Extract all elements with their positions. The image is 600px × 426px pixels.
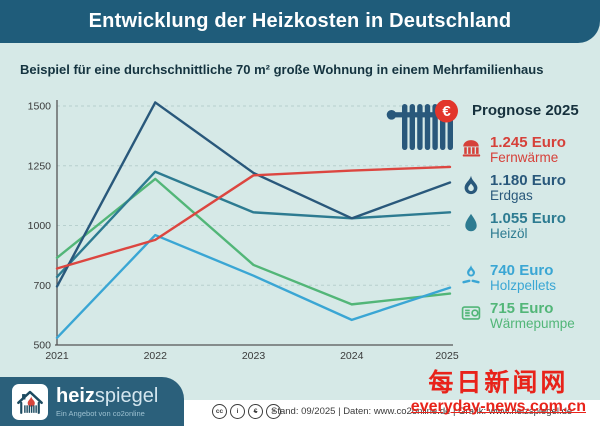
x-tick-label: 2023 <box>242 350 266 362</box>
euro-badge <box>435 100 458 123</box>
legend-item-waermepumpe: 715 Euro Wärmepumpe <box>460 301 600 331</box>
legend-item-fernwaerme: 1.245 Euro Fernwärme <box>460 135 600 165</box>
watermark: 每日新闻网 everyday-news.com.cn <box>411 370 586 416</box>
gas-flame-icon <box>460 174 482 196</box>
x-tick-label: 2022 <box>144 350 168 362</box>
cc-icon: cc <box>212 404 227 419</box>
cc-by-icon: i <box>230 404 245 419</box>
legend-value: 715 Euro <box>490 300 554 317</box>
series-line-waermepumpe <box>55 177 452 306</box>
legend-item-heizoel: 1.055 Euro Heizöl <box>460 211 600 241</box>
pellets-flame-icon <box>460 264 482 286</box>
house-heating-icon <box>17 390 43 414</box>
legend-label: Fernwärme <box>490 150 559 165</box>
watermark-url-text: everyday-news.com.cn <box>410 398 586 415</box>
heat-pump-icon <box>460 302 482 324</box>
legend-value: 740 Euro <box>490 262 554 279</box>
page-title: Entwicklung der Heizkosten in Deutschlan… <box>88 10 512 32</box>
heizspiegel-logo: heizspiegel Ein Angebot von co2online <box>0 377 184 426</box>
oil-drop-icon <box>460 212 482 234</box>
x-tick-label: 2025 <box>435 350 459 362</box>
logo-tagline: Ein Angebot von co2online <box>56 408 145 418</box>
cc-license-icons: cc i € = <box>212 404 281 419</box>
legend-label: Wärmepumpe <box>490 316 575 331</box>
logo-house-badge <box>12 383 48 420</box>
legend-item-holzpellets: 740 Euro Holzpellets <box>460 263 600 293</box>
legend-value: 1.055 Euro <box>490 210 566 227</box>
legend-label: Erdgas <box>490 188 533 203</box>
legend-items: 1.245 Euro Fernwärme 1.180 Euro Erdgas 1.055… <box>460 135 600 331</box>
logo-wordmark: heizspiegel <box>56 384 159 407</box>
source-line: Stand: 09/2025 | Daten: www.co2online.de… <box>271 406 573 417</box>
euro-symbol: € <box>442 103 451 120</box>
legend-title: Prognose 2025 <box>472 102 579 119</box>
legend-value: 1.180 Euro <box>490 172 566 189</box>
y-tick-label: 1000 <box>28 220 52 232</box>
x-tick-label: 2021 <box>45 350 69 362</box>
series-line-erdgas <box>55 101 452 288</box>
header-bar: Entwicklung der Heizkosten in Deutschlan… <box>0 0 600 43</box>
x-tick-label: 2024 <box>340 350 364 362</box>
series-line-fernwaerme <box>55 165 452 270</box>
district-heating-icon <box>460 136 482 158</box>
y-tick-label: 500 <box>33 340 51 352</box>
y-tick-label: 1250 <box>28 160 52 172</box>
watermark-cjk-text: 每日新闻网 <box>428 369 569 397</box>
legend-label: Holzpellets <box>490 278 557 293</box>
legend-panel: Prognose 2025 1.245 Euro Fernwärme 1.180 E… <box>460 94 600 339</box>
cc-nd-icon: = <box>266 404 281 419</box>
chart-subtitle: Beispiel für eine durchschnittliche 70 m… <box>20 62 544 77</box>
series-line-heizoel <box>55 170 452 279</box>
legend-value: 1.245 Euro <box>490 134 566 151</box>
y-tick-label: 1500 <box>28 101 52 113</box>
legend-item-erdgas: 1.180 Euro Erdgas <box>460 173 600 203</box>
legend-label: Heizöl <box>490 226 528 241</box>
series-line-holzpellets <box>55 233 452 340</box>
cc-nc-icon: € <box>248 404 263 419</box>
radiator-euro-icon: € <box>386 100 458 150</box>
y-tick-label: 700 <box>33 280 51 292</box>
